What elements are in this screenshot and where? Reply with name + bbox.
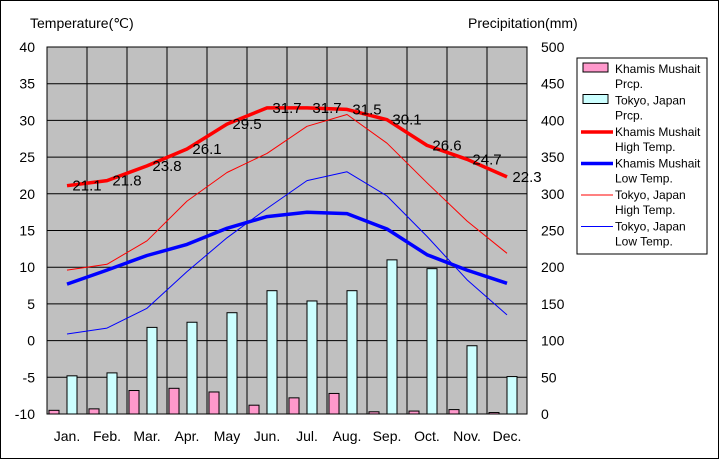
left-tick-label: -5 <box>23 369 36 385</box>
legend-label: Prcp. <box>615 77 643 91</box>
left-tick-label: -10 <box>15 406 35 422</box>
right-tick-label: 350 <box>541 149 565 165</box>
tokyo-prcp-bar <box>66 375 78 415</box>
legend-label: Prcp. <box>615 109 643 123</box>
khamis-prcp-bar <box>48 409 60 415</box>
month-label: Dec. <box>493 428 522 444</box>
khamis-prcp-bar <box>448 409 460 415</box>
left-tick-label: 15 <box>19 223 35 239</box>
khamis-prcp-bar <box>208 391 220 415</box>
high-temp-data-label: 29.5 <box>232 116 261 133</box>
left-tick-label: 30 <box>19 112 35 128</box>
high-temp-data-label: 22.3 <box>512 169 541 186</box>
tokyo-prcp-bar <box>306 300 318 415</box>
legend-label: Tokyo, Japan <box>615 94 686 108</box>
left-tick-label: 10 <box>19 259 35 275</box>
khamis-prcp-bar <box>168 387 180 415</box>
legend-label: Khamis Mushait <box>615 125 701 139</box>
legend-label: Low Temp. <box>615 172 673 186</box>
month-label: Oct. <box>414 428 440 444</box>
high-temp-data-label: 21.1 <box>72 178 101 195</box>
high-temp-data-label: 24.7 <box>472 151 501 168</box>
high-temp-data-label: 23.8 <box>152 158 181 175</box>
tokyo-prcp-bar <box>226 312 238 415</box>
khamis-prcp-bar <box>488 412 500 415</box>
high-temp-data-label: 31.5 <box>352 101 381 118</box>
khamis-prcp-bar <box>368 411 380 415</box>
high-temp-data-label: 26.1 <box>192 141 221 158</box>
left-tick-label: 5 <box>27 296 35 312</box>
legend-label: Tokyo, Japan <box>615 188 686 202</box>
legend-label: Khamis Mushait <box>615 157 701 171</box>
right-tick-label: 150 <box>541 296 565 312</box>
legend-label: High Temp. <box>615 140 675 154</box>
month-label: Mar. <box>133 428 160 444</box>
high-temp-data-label: 26.6 <box>432 137 461 154</box>
tokyo-low-line <box>66 171 508 335</box>
right-tick-label: 0 <box>541 406 549 422</box>
tokyo-prcp-bar <box>266 290 278 415</box>
legend-swatch-bar <box>582 62 609 73</box>
khamis-high-line <box>66 106 508 188</box>
month-label: Nov. <box>453 428 481 444</box>
legend-box <box>576 57 708 255</box>
legend-label: Low Temp. <box>615 235 673 249</box>
tokyo-prcp-bar <box>146 326 158 415</box>
month-label: Sep. <box>373 428 402 444</box>
month-label: Aug. <box>333 428 362 444</box>
left-tick-label: 0 <box>27 333 35 349</box>
right-tick-label: 100 <box>541 333 565 349</box>
month-label: Jan. <box>54 428 80 444</box>
tokyo-high-line <box>66 114 508 271</box>
khamis-prcp-bar <box>328 392 340 415</box>
tokyo-prcp-bar <box>426 268 438 415</box>
month-label: May <box>214 428 240 444</box>
high-temp-data-label: 31.7 <box>272 100 301 117</box>
tokyo-prcp-bar <box>186 321 198 415</box>
right-tick-label: 400 <box>541 112 565 128</box>
right-tick-label: 450 <box>541 76 565 92</box>
khamis-prcp-bar <box>128 390 140 415</box>
high-temp-data-label: 31.7 <box>312 100 341 117</box>
khamis-low-line <box>66 210 508 286</box>
legend-label: High Temp. <box>615 203 675 217</box>
month-label: Jun. <box>254 428 280 444</box>
right-tick-label: 300 <box>541 186 565 202</box>
legend-label: Khamis Mushait <box>615 62 701 76</box>
tokyo-prcp-bar <box>106 372 118 415</box>
left-tick-label: 20 <box>19 186 35 202</box>
high-temp-data-label: 21.8 <box>112 173 141 190</box>
khamis-prcp-bar <box>88 408 100 415</box>
month-label: Apr. <box>175 428 200 444</box>
tokyo-prcp-bar <box>386 259 398 415</box>
left-axis-title: Temperature(℃) <box>30 15 134 31</box>
right-tick-label: 250 <box>541 223 565 239</box>
legend-label: Tokyo, Japan <box>615 220 686 234</box>
left-tick-label: 35 <box>19 76 35 92</box>
right-tick-label: 500 <box>541 39 565 55</box>
left-tick-label: 40 <box>19 39 35 55</box>
tokyo-prcp-bar <box>466 345 478 415</box>
khamis-prcp-bar <box>248 404 260 415</box>
legend-swatch-bar <box>582 94 609 104</box>
khamis-prcp-bar <box>408 410 420 415</box>
tokyo-prcp-bar <box>506 376 518 415</box>
high-temp-data-label: 30.1 <box>392 112 421 129</box>
right-tick-label: 200 <box>541 259 565 275</box>
month-label: Feb. <box>93 428 121 444</box>
tokyo-prcp-bar <box>346 290 358 415</box>
month-label: Jul. <box>296 428 318 444</box>
right-tick-label: 50 <box>541 369 557 385</box>
right-axis-title: Precipitation(mm) <box>468 15 578 31</box>
khamis-prcp-bar <box>288 397 300 415</box>
left-tick-label: 25 <box>19 149 35 165</box>
